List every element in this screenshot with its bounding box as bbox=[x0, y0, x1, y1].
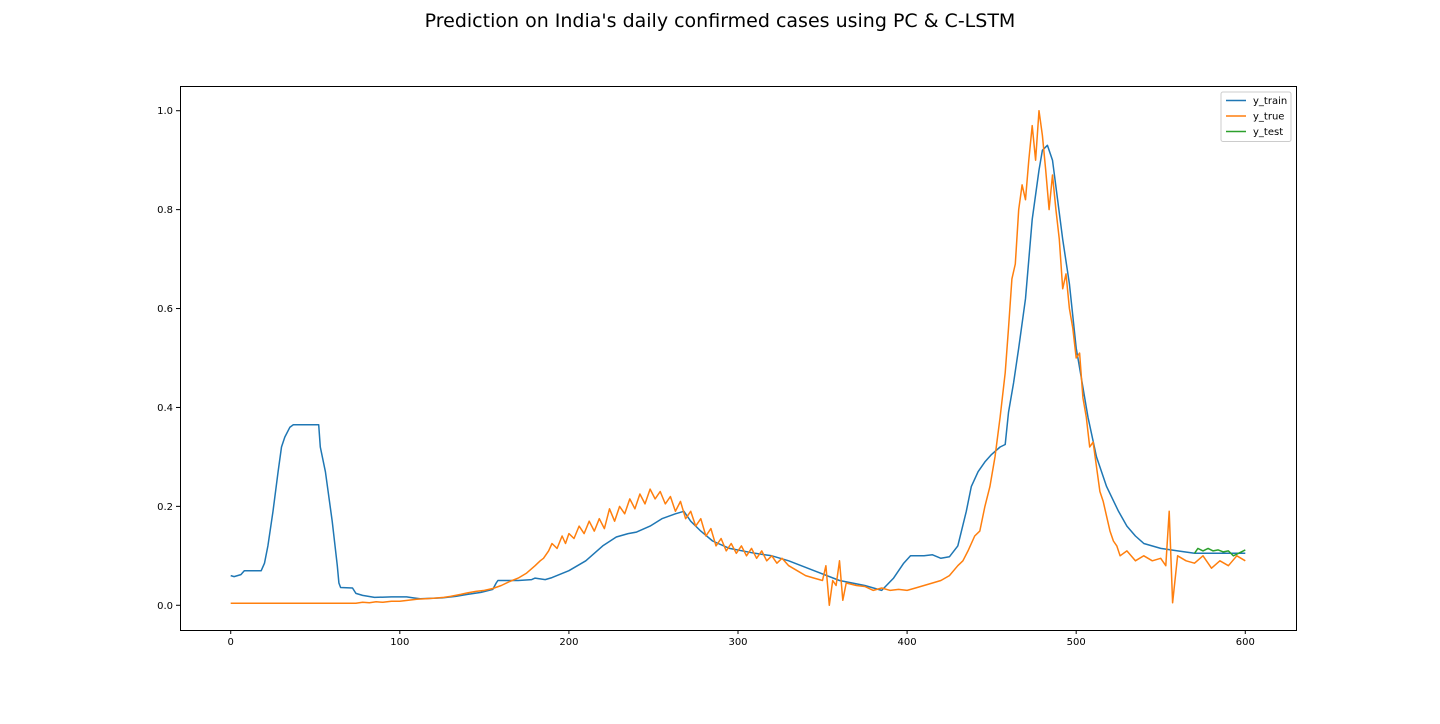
legend-label-y_true: y_true bbox=[1253, 112, 1284, 123]
x-tick-label: 400 bbox=[898, 637, 917, 648]
y-tick-label: 0.0 bbox=[157, 601, 173, 612]
x-tick-label: 600 bbox=[1236, 637, 1255, 648]
legend: y_train y_true y_test bbox=[1220, 91, 1292, 142]
x-tick-label: 300 bbox=[728, 637, 747, 648]
legend-box bbox=[1220, 91, 1292, 142]
legend-label-y_test: y_test bbox=[1253, 127, 1283, 138]
series-line-y_test bbox=[1193, 547, 1246, 557]
legend-label-y_train: y_train bbox=[1253, 96, 1287, 107]
x-tick-label: 0 bbox=[228, 637, 234, 648]
y-tick-label: 0.6 bbox=[157, 304, 173, 315]
chart-title: Prediction on India's daily confirmed ca… bbox=[424, 10, 1016, 32]
series-line-y_train bbox=[230, 144, 1246, 600]
x-tick-label: 100 bbox=[390, 637, 409, 648]
x-tick-label: 500 bbox=[1067, 637, 1086, 648]
y-tick-label: 0.8 bbox=[157, 205, 173, 216]
x-tick-label: 200 bbox=[559, 637, 578, 648]
y-tick-label: 0.4 bbox=[157, 403, 173, 414]
y-tick-label: 0.2 bbox=[157, 502, 173, 513]
y-tick-label: 1.0 bbox=[157, 106, 173, 117]
series-line-y_true bbox=[230, 109, 1246, 607]
